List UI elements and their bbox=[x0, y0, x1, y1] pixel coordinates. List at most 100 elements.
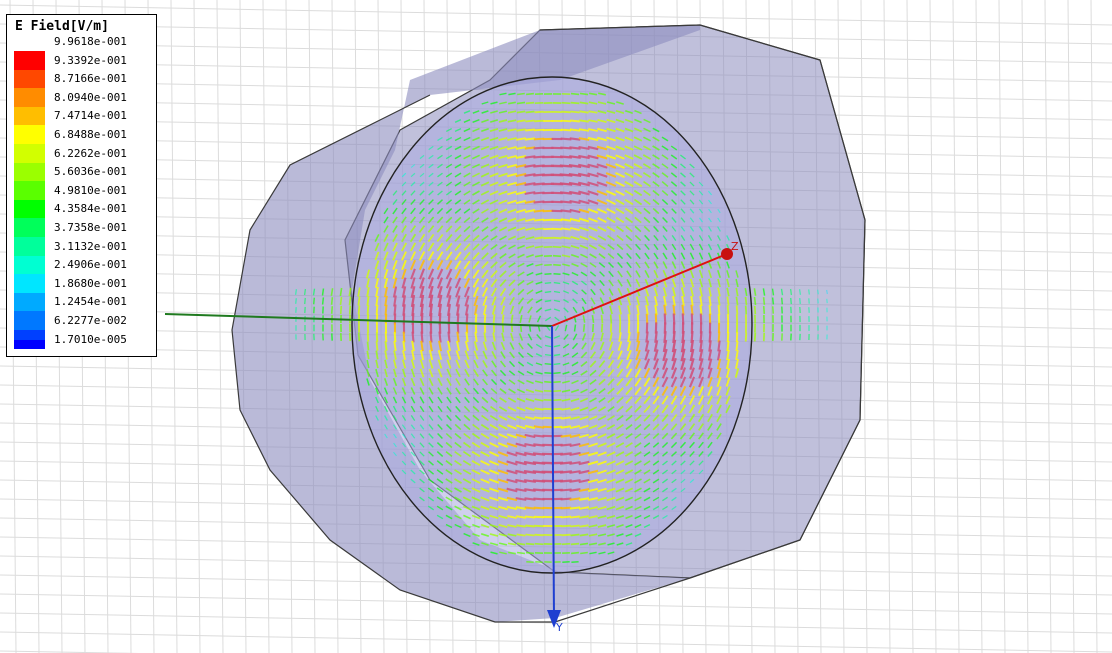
field-vector bbox=[717, 340, 721, 352]
field-vector bbox=[652, 127, 660, 133]
field-vector bbox=[625, 377, 633, 387]
field-vector bbox=[744, 305, 748, 315]
field-vector bbox=[671, 278, 677, 288]
field-vector bbox=[524, 424, 536, 430]
field-vector bbox=[497, 442, 509, 448]
field-vector bbox=[410, 415, 416, 421]
field-vector bbox=[643, 145, 651, 151]
field-vector bbox=[599, 279, 605, 287]
field-vector bbox=[643, 367, 651, 379]
field-vector bbox=[808, 289, 810, 295]
legend-swatch bbox=[14, 162, 45, 182]
field-vector bbox=[716, 243, 722, 251]
field-vector bbox=[428, 277, 434, 289]
field-vector bbox=[634, 207, 642, 215]
field-vector bbox=[490, 101, 498, 105]
field-vector bbox=[427, 487, 435, 493]
field-vector bbox=[481, 387, 489, 395]
field-vector bbox=[491, 350, 497, 360]
field-vector bbox=[419, 190, 425, 196]
field-vector bbox=[330, 306, 334, 314]
field-vector bbox=[527, 342, 533, 350]
field-vector bbox=[670, 432, 678, 440]
field-vector bbox=[688, 395, 696, 405]
field-vector bbox=[588, 542, 598, 546]
field-vector bbox=[498, 154, 508, 160]
field-vector bbox=[561, 524, 571, 528]
field-vector bbox=[528, 315, 532, 323]
field-vector bbox=[553, 308, 561, 312]
field-vector bbox=[507, 397, 517, 403]
field-vector bbox=[653, 295, 659, 307]
legend-label: 3.7358e-001 bbox=[54, 221, 127, 234]
field-vector bbox=[490, 369, 498, 377]
field-vector bbox=[481, 287, 489, 297]
field-vector bbox=[472, 190, 480, 196]
field-vector bbox=[428, 460, 434, 466]
field-vector bbox=[446, 286, 452, 298]
field-vector bbox=[573, 324, 577, 332]
field-vector bbox=[482, 378, 488, 386]
field-vector bbox=[735, 349, 739, 361]
field-vector bbox=[419, 163, 425, 169]
field-vector bbox=[679, 395, 687, 405]
field-vector bbox=[587, 208, 599, 214]
field-vector bbox=[498, 110, 508, 114]
field-vector bbox=[384, 295, 388, 307]
field-vector bbox=[525, 110, 535, 114]
field-vector bbox=[401, 377, 407, 387]
field-vector bbox=[445, 469, 453, 475]
field-vector bbox=[454, 268, 462, 280]
field-vector bbox=[480, 423, 490, 431]
field-vector bbox=[570, 110, 580, 114]
field-vector bbox=[464, 387, 470, 395]
field-vector bbox=[626, 349, 632, 361]
field-vector bbox=[607, 387, 615, 395]
field-vector bbox=[506, 496, 518, 502]
field-vector bbox=[680, 269, 686, 279]
field-vector bbox=[635, 349, 641, 361]
field-vector bbox=[489, 432, 499, 440]
field-vector bbox=[490, 261, 498, 269]
field-vector bbox=[544, 299, 552, 303]
field-vector bbox=[472, 286, 480, 298]
field-vector bbox=[463, 243, 471, 251]
field-vector bbox=[698, 460, 704, 466]
field-vector bbox=[554, 316, 560, 322]
field-vector bbox=[454, 234, 462, 242]
field-vector bbox=[662, 261, 668, 269]
field-vector bbox=[707, 367, 713, 379]
field-vector bbox=[410, 469, 416, 475]
field-vector bbox=[596, 163, 608, 169]
field-vector bbox=[588, 415, 598, 421]
field-vector bbox=[472, 269, 480, 279]
field-vector bbox=[436, 242, 444, 252]
field-vector bbox=[446, 377, 452, 387]
field-vector bbox=[689, 367, 695, 379]
field-vector bbox=[597, 460, 607, 466]
field-vector bbox=[375, 368, 379, 378]
field-vector bbox=[645, 313, 649, 325]
field-vector bbox=[680, 478, 686, 484]
grid-line bbox=[1021, 0, 1029, 653]
field-vector bbox=[428, 145, 434, 151]
field-vector bbox=[644, 234, 650, 242]
field-vector bbox=[717, 287, 721, 297]
field-vector bbox=[489, 533, 499, 537]
field-vector bbox=[633, 198, 643, 206]
field-vector bbox=[578, 145, 590, 151]
field-vector bbox=[652, 432, 660, 440]
field-vector bbox=[597, 127, 607, 133]
field-vector bbox=[606, 207, 616, 215]
field-vector bbox=[570, 92, 580, 96]
field-vector bbox=[588, 506, 598, 510]
field-vector bbox=[498, 163, 508, 169]
field-vector bbox=[471, 450, 481, 458]
field-vector bbox=[561, 119, 571, 123]
field-vector bbox=[615, 127, 625, 133]
field-vector bbox=[515, 172, 527, 178]
field-vector bbox=[552, 245, 562, 249]
field-vector bbox=[480, 450, 490, 458]
